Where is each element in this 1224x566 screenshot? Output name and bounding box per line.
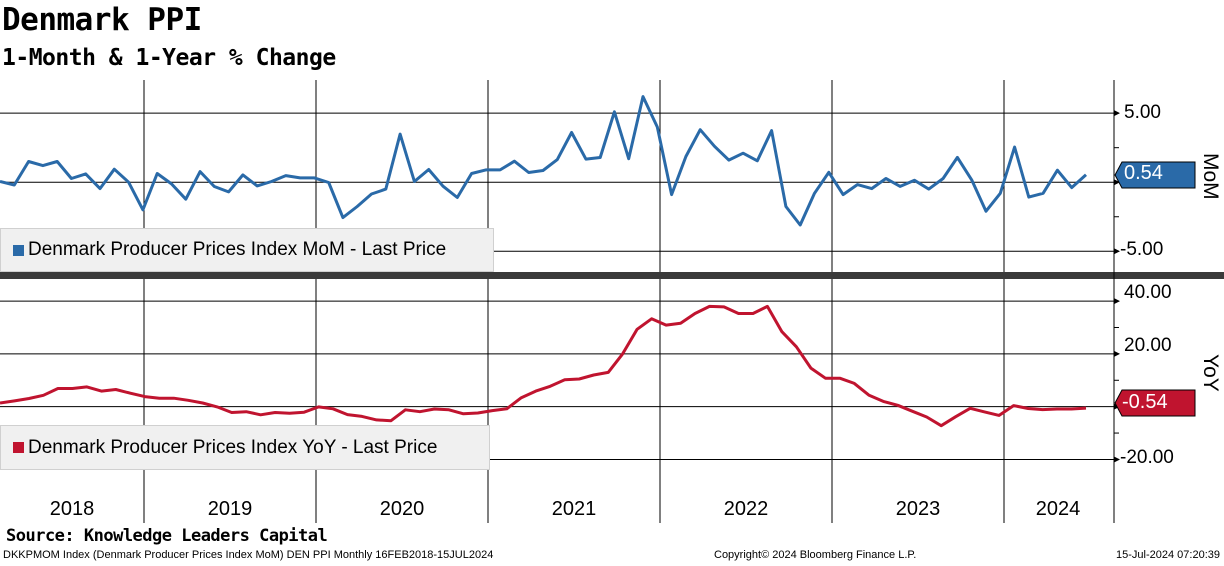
ytick-mom-neg5: -5.00 (1120, 239, 1164, 260)
last-value-tag-yoy: -0.54 (1122, 391, 1168, 413)
legend-label-yoy: Denmark Producer Prices Index YoY - Last… (28, 436, 438, 458)
xtick-year: 2018 (49, 498, 95, 520)
legend-yoy: Denmark Producer Prices Index YoY - Last… (0, 425, 490, 470)
ytick-yoy-40: 40.00 (1124, 282, 1172, 303)
chart-subtitle: 1-Month & 1-Year % Change (2, 45, 336, 71)
legend-swatch-yoy (13, 442, 24, 453)
footer-copyright: Copyright© 2024 Bloomberg Finance L.P. (714, 549, 917, 561)
last-value-pointer-yoy (1114, 389, 1196, 417)
series-line-yoy (0, 304, 1087, 428)
xtick-year: 2019 (207, 498, 253, 520)
last-value-tag-mom: 0.54 (1124, 162, 1163, 184)
last-value-pointer-mom (1114, 161, 1196, 189)
footer-description: DKKPMOM Index (Denmark Producer Prices I… (3, 549, 494, 561)
xtick-year: 2024 (1035, 498, 1081, 520)
panel-separator[interactable] (0, 272, 1224, 279)
ytick-yoy-neg20: -20.00 (1120, 447, 1174, 468)
chart-title: Denmark PPI (2, 2, 202, 38)
ytick-mom-5: 5.00 (1124, 102, 1161, 123)
gridlines (0, 80, 1120, 523)
ytick-yoy-20: 20.00 (1124, 335, 1172, 356)
source-note: Source: Knowledge Leaders Capital (6, 526, 328, 546)
xtick-year: 2022 (723, 498, 769, 520)
xtick-year: 2023 (895, 498, 941, 520)
legend-label-mom: Denmark Producer Prices Index MoM - Last… (28, 239, 447, 260)
xtick-year: 2020 (379, 498, 425, 520)
legend-mom: Denmark Producer Prices Index MoM - Last… (0, 228, 494, 272)
xtick-year: 2021 (551, 498, 597, 520)
series-lines (0, 95, 1088, 428)
axis-title-mom: MoM (1199, 153, 1222, 200)
footer-timestamp: 15-Jul-2024 07:20:39 (1116, 549, 1220, 561)
series-line-mom (0, 95, 1088, 227)
axis-title-yoy: YoY (1199, 354, 1222, 392)
legend-swatch-mom (13, 244, 24, 256)
